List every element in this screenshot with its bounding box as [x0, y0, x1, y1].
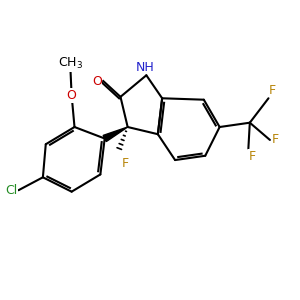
Text: F: F [248, 150, 256, 163]
Text: Cl: Cl [5, 184, 17, 197]
Text: NH: NH [136, 61, 154, 74]
Text: F: F [272, 134, 278, 146]
Text: O: O [92, 74, 102, 88]
Polygon shape [103, 127, 128, 142]
Text: F: F [122, 157, 129, 170]
Text: F: F [268, 84, 276, 97]
Text: O: O [67, 89, 76, 102]
Text: CH$_3$: CH$_3$ [58, 56, 83, 71]
